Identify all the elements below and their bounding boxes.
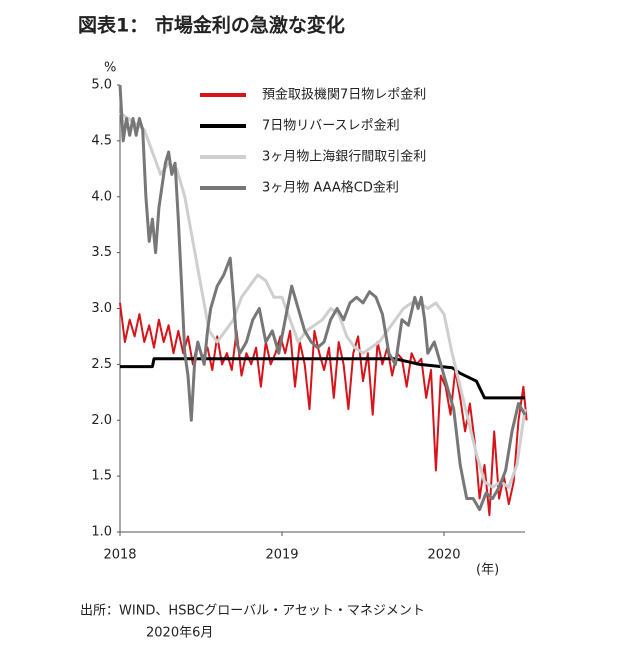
x-tick-label: 2019 xyxy=(265,548,298,563)
x-tick-label: 2020 xyxy=(427,548,460,563)
series-line xyxy=(119,111,527,489)
x-unit: (年) xyxy=(476,563,499,578)
legend-label: 3ヶ月物上海銀行間取引金利 xyxy=(262,149,426,165)
y-tick-label: 2.5 xyxy=(91,357,112,372)
legend-label: 預金取扱機関7日物レポ金利 xyxy=(262,87,426,103)
x-tick-label: 2018 xyxy=(103,548,136,563)
series-line xyxy=(119,302,528,517)
y-tick-label: 1.5 xyxy=(91,469,112,484)
y-unit: % xyxy=(104,61,116,76)
y-tick-label: 2.0 xyxy=(91,413,112,428)
legend-label: 3ヶ月物 AAA格CD金利 xyxy=(262,180,399,196)
chart-title: 図表1： 市場金利の急激な変化 xyxy=(78,14,345,37)
source-date: 2020年6月 xyxy=(146,626,213,641)
y-tick-label: 4.5 xyxy=(91,133,112,148)
series-line xyxy=(118,84,527,512)
series-line xyxy=(120,357,525,400)
y-tick-label: 4.0 xyxy=(91,189,112,204)
y-tick-label: 1.0 xyxy=(91,525,112,540)
y-tick-label: 5.0 xyxy=(91,78,112,93)
source: 出所：WIND、HSBCグローバル・アセット・マネジメント xyxy=(80,604,425,619)
legend-label: 7日物リバースレポ金利 xyxy=(262,118,400,134)
y-tick-label: 3.0 xyxy=(91,301,112,316)
y-tick-label: 3.5 xyxy=(91,245,112,260)
